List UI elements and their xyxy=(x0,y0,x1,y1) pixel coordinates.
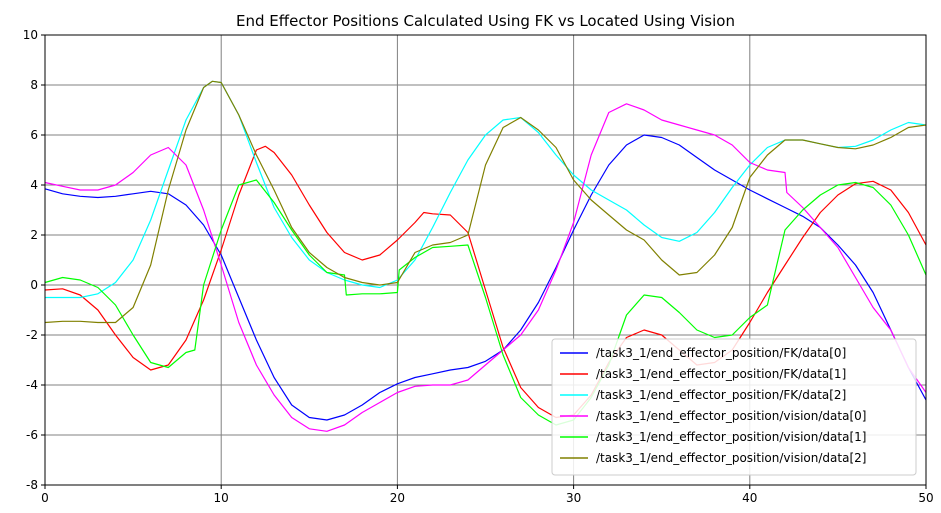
y-tick-label: 0 xyxy=(30,278,38,292)
plot-frame xyxy=(44,34,927,486)
plot-lines xyxy=(44,80,927,432)
y-tick-label: 2 xyxy=(30,228,38,242)
series-line-2 xyxy=(45,80,927,299)
series-line-0 xyxy=(44,134,927,421)
x-tick-label: 40 xyxy=(742,491,757,505)
legend: /task3_1/end_effector_position/FK/data[0… xyxy=(551,338,917,476)
x-axis: 0 10 20 30 40 50 xyxy=(41,485,934,505)
chart-title: End Effector Positions Calculated Using … xyxy=(236,12,735,30)
legend-label: /task3_1/end_effector_position/FK/data[2… xyxy=(596,388,846,402)
y-tick-label: -2 xyxy=(26,328,38,342)
series-line-5 xyxy=(44,80,927,324)
x-tick-label: 0 xyxy=(41,491,49,505)
x-tick-label: 20 xyxy=(390,491,405,505)
legend-label: /task3_1/end_effector_position/vision/da… xyxy=(596,430,866,444)
x-tick-label: 10 xyxy=(214,491,229,505)
series-line-1 xyxy=(44,145,927,419)
legend-label: /task3_1/end_effector_position/FK/data[1… xyxy=(596,367,846,381)
y-tick-label: 6 xyxy=(30,128,38,142)
legend-label: /task3_1/end_effector_position/vision/da… xyxy=(596,409,866,423)
legend-label: /task3_1/end_effector_position/vision/da… xyxy=(596,451,866,465)
y-tick-label: -4 xyxy=(26,378,38,392)
legend-label: /task3_1/end_effector_position/FK/data[0… xyxy=(596,346,846,360)
y-tick-label: -8 xyxy=(26,478,38,492)
y-tick-label: -6 xyxy=(26,428,38,442)
series-line-3 xyxy=(44,103,927,432)
y-tick-label: 4 xyxy=(30,178,38,192)
x-tick-label: 50 xyxy=(918,491,933,505)
legend-box xyxy=(551,338,917,476)
series-line-4 xyxy=(44,179,927,426)
y-tick-label: 8 xyxy=(30,78,38,92)
x-tick-label: 30 xyxy=(566,491,581,505)
y-axis: -8 -6 -4 -2 0 2 4 6 8 10 xyxy=(23,28,45,492)
y-tick-label: 10 xyxy=(23,28,38,42)
